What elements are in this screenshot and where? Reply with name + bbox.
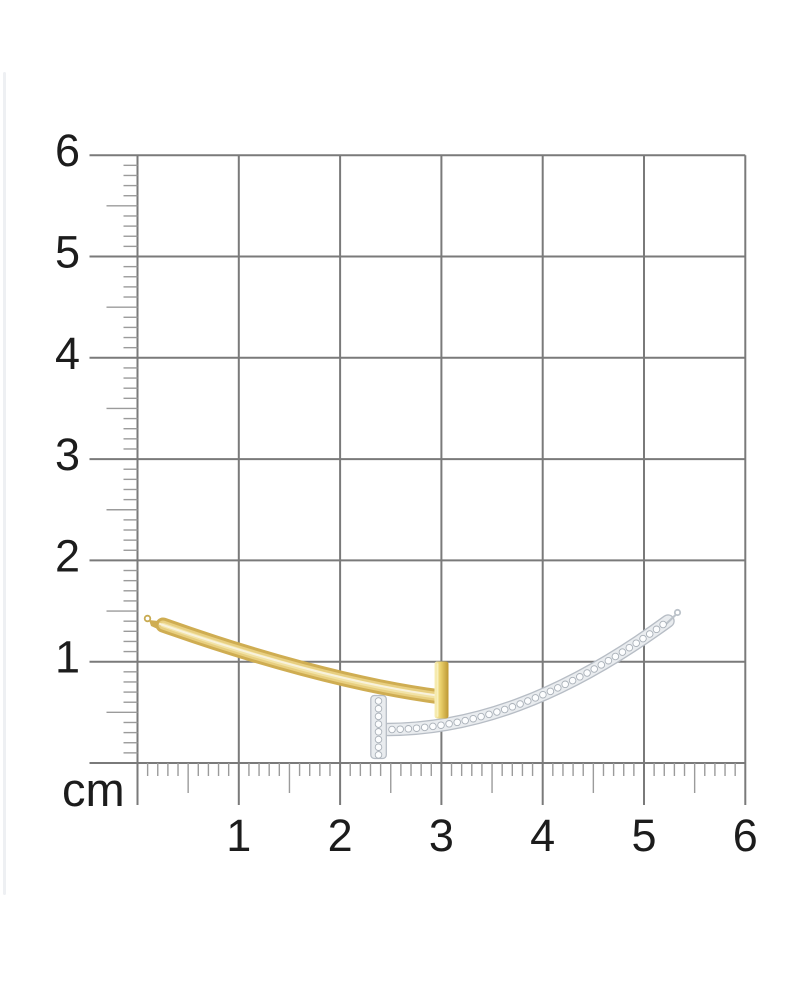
pave-stone <box>590 665 598 673</box>
pave-stone <box>597 661 606 669</box>
pave-stone <box>554 684 562 692</box>
y-axis-label: 4 <box>55 328 80 379</box>
pave-stone <box>420 723 429 732</box>
unit-label: cm <box>62 763 125 816</box>
pave-stone <box>445 720 453 728</box>
pave-stone <box>374 697 383 705</box>
pave-stone <box>477 712 485 721</box>
pave-stone <box>625 643 634 652</box>
pave-stone <box>618 648 627 656</box>
pave-stone <box>561 680 569 689</box>
pave-stone <box>429 722 437 731</box>
pave-stone <box>576 673 584 681</box>
pave-stone <box>524 697 532 705</box>
x-axis-label: 3 <box>429 810 454 861</box>
pave-stone <box>508 703 517 711</box>
pave-stone <box>461 716 469 725</box>
pave-stone <box>611 652 620 661</box>
y-axis-label: 5 <box>55 227 80 278</box>
pave-stone <box>632 639 640 647</box>
x-axis-label: 2 <box>328 810 353 861</box>
pave-stone <box>500 705 509 714</box>
pave-stone <box>396 725 404 733</box>
pave-bar-stones <box>388 620 667 734</box>
pave-stone <box>539 690 547 699</box>
pave-stone <box>568 676 577 685</box>
y-axis-label: 2 <box>55 530 80 581</box>
y-axis-label: 6 <box>55 125 80 176</box>
grid-lines <box>89 154 747 805</box>
x-axis-label: 4 <box>530 810 555 861</box>
pave-stone <box>388 725 396 734</box>
pave-stone <box>374 735 383 744</box>
pave-stone <box>453 718 461 727</box>
pave-bar-base <box>382 615 674 735</box>
pave-stone <box>485 710 493 719</box>
pave-stone <box>374 704 383 713</box>
x-axis-label: 5 <box>631 810 656 861</box>
ruler-ticks <box>106 164 736 793</box>
axis-labels: 6 5 4 3 2 1 1 2 3 4 5 6 <box>55 125 758 861</box>
image-edge-line <box>3 72 6 895</box>
y-axis-label: 3 <box>55 429 80 480</box>
pave-stone <box>546 687 555 696</box>
pave-stone <box>531 694 540 702</box>
pave-stone <box>645 630 654 638</box>
pave-stone <box>493 708 501 716</box>
pave-stone <box>469 714 477 723</box>
pave-stone <box>374 712 383 721</box>
pave-stone <box>404 725 413 733</box>
x-axis-label: 6 <box>733 810 758 861</box>
diamond-pave-ear-climber <box>370 608 682 760</box>
gold-pin-hook <box>143 614 152 623</box>
y-axis-label: 1 <box>55 632 80 683</box>
gold-ear-climber <box>143 614 449 719</box>
silver-pin-hook <box>673 608 682 617</box>
pave-stone <box>639 634 647 643</box>
pave-stone <box>516 700 524 708</box>
pave-bar-outline <box>381 614 675 737</box>
pave-stone <box>583 669 591 677</box>
pave-post-stones <box>374 697 383 759</box>
pave-stone <box>374 743 383 751</box>
pave-stone <box>374 751 383 759</box>
pave-stone <box>604 656 613 665</box>
x-axis-label: 1 <box>226 810 251 861</box>
gold-bar-groove <box>159 623 442 697</box>
pave-stone <box>374 720 383 728</box>
pave-stone <box>412 724 421 732</box>
pave-stone <box>437 721 445 729</box>
pave-stone <box>652 625 661 634</box>
pave-stone <box>659 620 667 629</box>
pave-stone <box>374 728 383 736</box>
